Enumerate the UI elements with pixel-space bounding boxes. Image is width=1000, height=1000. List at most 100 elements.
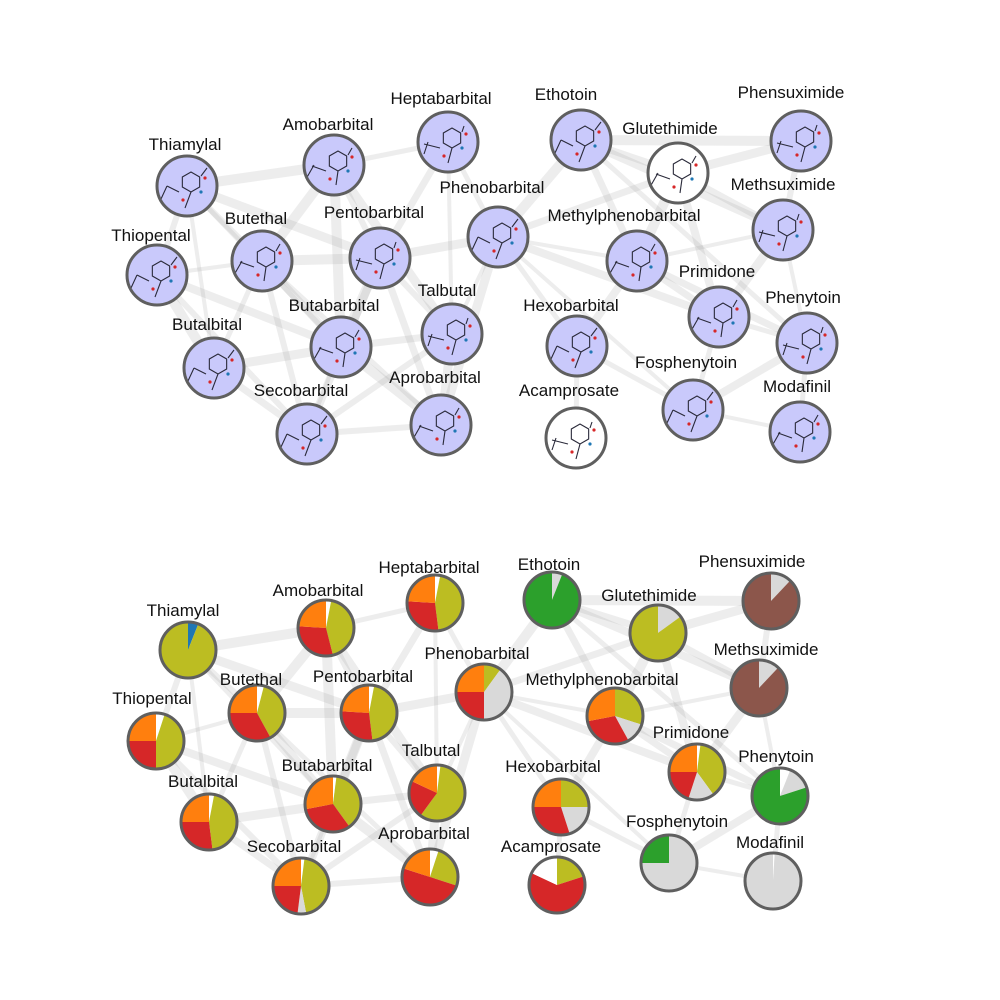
- structure-sketch: [551, 421, 596, 460]
- pie-slice-white: [156, 713, 165, 741]
- bottom-network-panel: Thiamylal Amobarbital Heptabarbital Ethotoi…: [112, 552, 818, 916]
- node-ring: [125, 243, 189, 307]
- pie-slice-red: [407, 601, 439, 632]
- bottom-label-butethal: Butethal: [220, 670, 282, 689]
- structure-sketch: [690, 299, 739, 338]
- node-ring: [303, 774, 363, 834]
- node-ring: [628, 603, 688, 663]
- pie-slice-white: [437, 765, 441, 793]
- node-ring: [605, 229, 669, 293]
- top-label-thiopental: Thiopental: [111, 226, 190, 245]
- top-node-primidone: Primidone: [679, 262, 756, 349]
- top-label-methsuximide: Methsuximide: [731, 175, 836, 194]
- node-circle: [304, 135, 364, 195]
- bottom-label-aprobarbital: Aprobarbital: [378, 824, 470, 843]
- node-ring: [230, 229, 294, 293]
- top-edge-thiopental-butabarbital: [153, 271, 345, 351]
- bottom-edge-thiamylal-pentobarbital: [183, 645, 374, 718]
- pie-slice-olive: [557, 857, 584, 885]
- top-label-ethotoin: Ethotoin: [535, 85, 597, 104]
- pie-slice-grey: [688, 772, 714, 800]
- top-node-talbutal: Talbutal: [418, 281, 484, 366]
- top-label-acamprosate: Acamprosate: [519, 381, 619, 400]
- node-circle: [753, 200, 813, 260]
- pie-slice-blue: [188, 622, 199, 650]
- bottom-label-talbutal: Talbutal: [402, 741, 461, 760]
- node-circle: [350, 228, 410, 288]
- pie-slice-red: [181, 822, 213, 851]
- node-ring: [687, 285, 751, 349]
- top-edge-heptabarbital-talbutal: [446, 140, 454, 336]
- pie-slice-red: [340, 711, 373, 741]
- bottom-label-methylphenobarbital: Methylphenobarbital: [525, 670, 678, 689]
- top-label-primidone: Primidone: [679, 262, 756, 281]
- bottom-node-glutethimide: Glutethimide: [601, 586, 697, 663]
- top-node-glutethimide: Glutethimide: [622, 119, 718, 205]
- bottom-label-primidone: Primidone: [653, 723, 730, 742]
- pie-slice-orange: [273, 858, 301, 886]
- structure-sketch: [130, 256, 178, 298]
- top-label-phenytoin: Phenytoin: [765, 288, 841, 307]
- node-ring: [729, 658, 789, 718]
- node-circle: [551, 110, 611, 170]
- bottom-label-glutethimide: Glutethimide: [601, 586, 696, 605]
- pie-slice-olive: [257, 685, 285, 738]
- bottom-node-methsuximide: Methsuximide: [714, 640, 818, 718]
- pie-slice-orange: [587, 688, 615, 722]
- node-ring: [522, 570, 582, 630]
- pie-slice-olive: [333, 776, 361, 827]
- bottom-node-acamprosate: Acamprosate: [501, 837, 601, 915]
- top-label-talbutal: Talbutal: [418, 281, 477, 300]
- bottom-node-aprobarbital: Aprobarbital: [378, 824, 470, 907]
- bottom-node-butethal: Butethal: [220, 670, 287, 743]
- pie-slice-olive: [301, 858, 329, 914]
- pie-slice-white: [430, 849, 439, 877]
- bottom-node-fosphenytoin: Fosphenytoin: [626, 812, 728, 893]
- bottom-label-acamprosate: Acamprosate: [501, 837, 601, 856]
- pie-slice-orange: [403, 849, 430, 877]
- structure-sketch: [776, 124, 821, 163]
- node-ring: [416, 110, 480, 174]
- node-circle: [277, 404, 337, 464]
- top-label-phensuximide: Phensuximide: [738, 83, 845, 102]
- pie-slice-red: [409, 781, 437, 816]
- bottom-edge-phenobarbital-glutethimide: [480, 629, 662, 696]
- node-ring: [400, 847, 460, 907]
- top-node-amobarbital: Amobarbital: [283, 115, 373, 197]
- bottom-label-pentobarbital: Pentobarbital: [313, 667, 413, 686]
- structure-sketch: [554, 121, 602, 163]
- structure-sketch: [550, 327, 598, 369]
- pie-slice-olive: [615, 688, 643, 725]
- bottom-node-phenobarbital: Phenobarbital: [425, 644, 529, 722]
- bottom-node-phensuximide: Phensuximide: [699, 552, 805, 631]
- pie-slice-white: [697, 744, 701, 772]
- bottom-node-phenytoin: Phenytoin: [738, 747, 814, 826]
- node-ring: [179, 792, 239, 852]
- node-circle: [468, 207, 528, 267]
- top-label-glutethimide: Glutethimide: [622, 119, 717, 138]
- pie-slice-orange: [229, 685, 257, 713]
- pie-slice-brown: [743, 573, 800, 629]
- bottom-label-thiamylal: Thiamylal: [147, 601, 220, 620]
- structure-sketch: [471, 218, 519, 260]
- node-ring: [407, 763, 467, 823]
- bottom-label-modafinil: Modafinil: [736, 833, 804, 852]
- structure-sketch: [355, 241, 400, 280]
- top-node-phensuximide: Phensuximide: [738, 83, 845, 173]
- top-label-hexobarbital: Hexobarbital: [523, 296, 618, 315]
- node-ring: [750, 766, 810, 826]
- node-ring: [466, 205, 530, 269]
- node-circle: [546, 408, 606, 468]
- node-ring: [271, 856, 331, 916]
- pie-slice-red: [533, 807, 570, 835]
- node-ring: [527, 855, 587, 915]
- pie-slice-grey: [484, 669, 513, 720]
- top-node-aprobarbital: Aprobarbital: [389, 368, 481, 457]
- pie-slice-olive: [209, 794, 238, 850]
- pie-slice-white: [326, 600, 332, 628]
- top-label-butethal: Butethal: [225, 209, 287, 228]
- bottom-node-pentobarbital: Pentobarbital: [313, 667, 413, 743]
- node-circle: [648, 143, 708, 203]
- bottom-node-secobarbital: Secobarbital: [247, 837, 341, 916]
- node-ring: [751, 198, 815, 262]
